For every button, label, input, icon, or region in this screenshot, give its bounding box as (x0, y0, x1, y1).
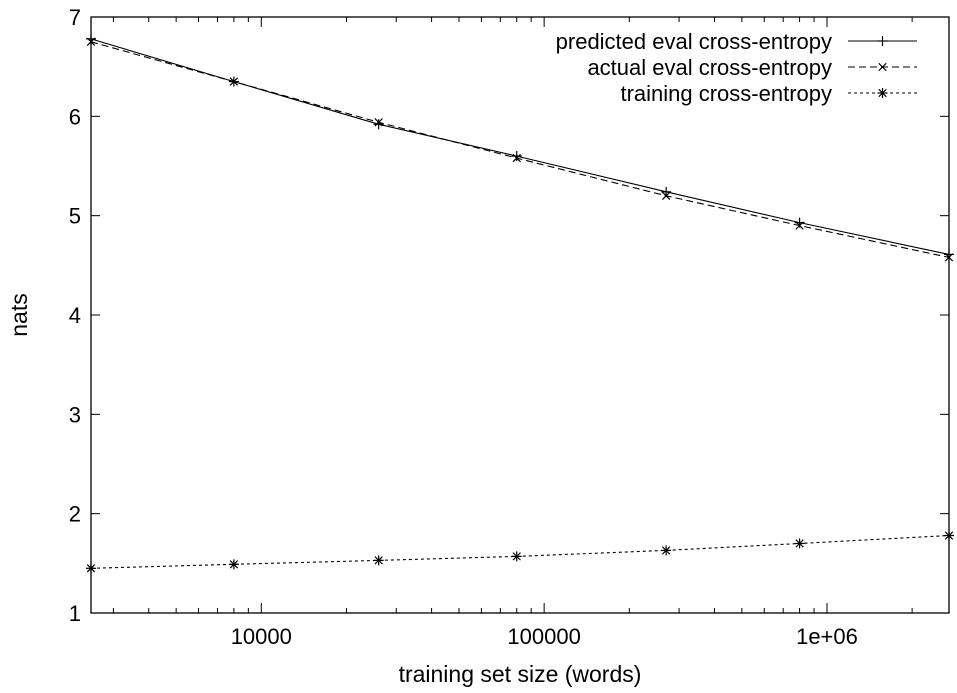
y-tick-label: 3 (69, 402, 81, 427)
series-1-point (944, 253, 954, 262)
series-1-point-stroke (374, 118, 383, 127)
series-1-point-stroke (512, 153, 521, 163)
series-2-point (373, 555, 384, 566)
series-2-point-stroke (661, 546, 671, 555)
series-2-point (661, 545, 672, 556)
series-1-point (661, 191, 671, 200)
series-line-2 (90, 534, 950, 569)
series-1-point-stroke (661, 191, 671, 200)
series-1-point (512, 153, 521, 163)
series-1-point-stroke (944, 253, 954, 262)
y-tick-label: 4 (69, 303, 81, 328)
legend-marker-stroke (878, 62, 887, 72)
series-1-point (374, 118, 383, 127)
series-2-point (794, 538, 805, 549)
legend-marker-stroke (878, 88, 887, 98)
y-axis-label: nats (6, 293, 32, 336)
series-2-point-stroke (229, 560, 239, 569)
series-1-point-stroke (229, 77, 239, 86)
series-2-point-stroke (512, 552, 521, 561)
y-tick-label: 2 (69, 502, 81, 527)
series-1-point (86, 37, 96, 47)
plot-frame (90, 16, 950, 614)
series-2-point (86, 563, 96, 574)
series-1-point (795, 221, 804, 230)
x-axis-ticks: 10000 100000 1e+06 (112, 17, 913, 649)
series-1-point-stroke (86, 37, 96, 47)
series-2-point-stroke (86, 564, 96, 573)
x-tick-label: 10000 (231, 624, 292, 649)
y-axis-ticks: 1 2 3 4 5 6 7 (69, 5, 949, 626)
x-tick-label: 1e+06 (796, 624, 858, 649)
series-2-point (944, 530, 954, 541)
x-tick-label: 100000 (507, 624, 580, 649)
y-tick-label: 5 (69, 204, 81, 229)
y-tick-label: 7 (69, 5, 81, 30)
series-2-point-stroke (795, 539, 804, 548)
y-tick-label: 6 (69, 104, 81, 129)
series-1-point-stroke (795, 221, 804, 230)
series-layer (86, 33, 954, 574)
series-2-point (511, 551, 522, 562)
x-axis-label: training set size (words) (399, 661, 642, 687)
series-0-point (511, 151, 522, 162)
series-2-point-stroke (374, 556, 383, 565)
series-0-point (373, 119, 384, 130)
legend-label: predicted eval cross-entropy (556, 29, 832, 54)
legend-marker (878, 62, 887, 72)
series-2-point-stroke (944, 531, 954, 540)
series-2-point (228, 559, 239, 570)
legend-marker (877, 36, 888, 46)
legend-label: training cross-entropy (620, 81, 832, 106)
legend-label: actual eval cross-entropy (587, 55, 832, 80)
legend-marker (877, 88, 888, 98)
y-tick-label: 1 (69, 601, 81, 626)
series-1-point (229, 77, 239, 86)
